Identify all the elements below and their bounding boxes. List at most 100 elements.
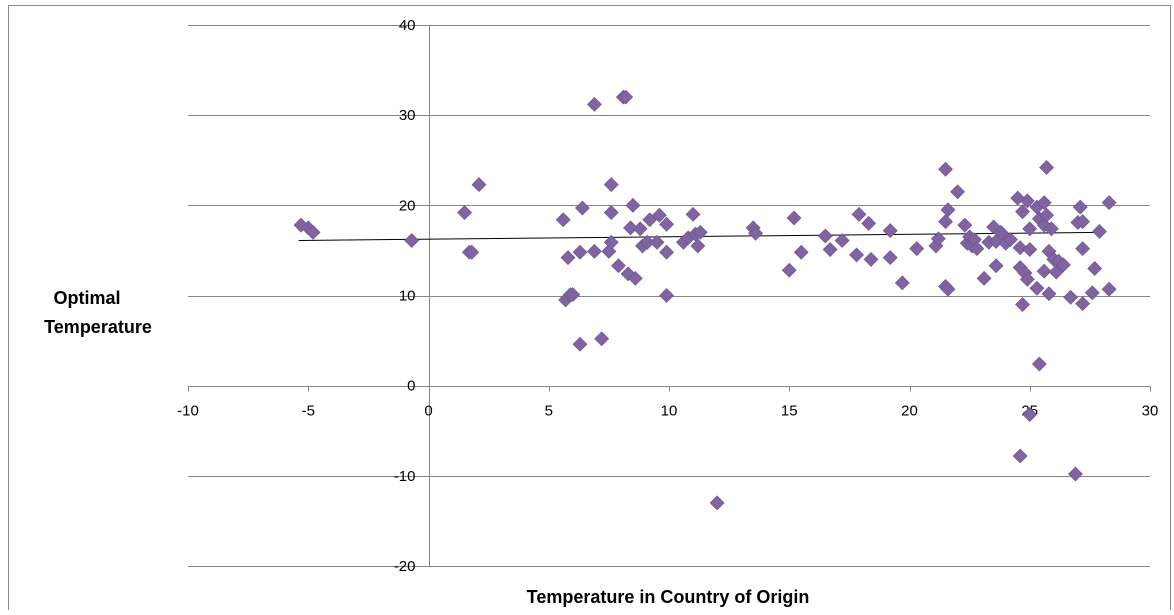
x-tick-label-5: 15 <box>781 403 798 420</box>
data-point-93 <box>1019 271 1035 287</box>
data-point-7 <box>471 177 487 193</box>
data-point-10 <box>560 250 576 266</box>
data-point-119 <box>1075 214 1091 229</box>
data-point-4 <box>457 205 472 220</box>
x-tick-label-0: -10 <box>177 403 199 420</box>
y-tick-label-4: 20 <box>399 197 416 214</box>
data-point-25 <box>618 89 634 105</box>
data-point-96 <box>1022 407 1038 422</box>
y-tick-label-1: -10 <box>394 468 416 485</box>
data-point-27 <box>623 220 638 236</box>
data-point-107 <box>1041 286 1057 302</box>
data-point-29 <box>627 270 643 286</box>
data-point-101 <box>1036 195 1052 211</box>
data-point-28 <box>625 197 641 213</box>
chart-border <box>8 5 1171 615</box>
data-point-21 <box>603 205 619 220</box>
data-point-114 <box>1068 466 1083 482</box>
data-point-84 <box>1003 232 1018 248</box>
data-point-98 <box>1029 280 1045 296</box>
data-point-117 <box>1075 241 1091 257</box>
data-point-53 <box>834 233 850 248</box>
data-point-8 <box>555 212 571 228</box>
x-tick-label-6: 20 <box>901 403 918 420</box>
data-point-104 <box>1039 160 1055 175</box>
data-point-116 <box>1072 199 1088 215</box>
y-tick-label-5: 30 <box>399 107 416 124</box>
data-point-118 <box>1075 296 1091 312</box>
x-tick-label-1: -5 <box>302 403 315 420</box>
data-point-112 <box>1055 257 1071 273</box>
data-point-95 <box>1022 221 1038 237</box>
data-point-80 <box>988 258 1004 274</box>
x-tick-label-3: 5 <box>545 403 553 420</box>
data-point-64 <box>938 161 953 177</box>
data-point-110 <box>1048 264 1064 280</box>
data-points <box>293 89 1117 511</box>
data-point-50 <box>793 244 809 260</box>
data-point-123 <box>1101 195 1117 211</box>
data-point-121 <box>1087 261 1103 276</box>
data-point-17 <box>587 96 602 112</box>
data-point-120 <box>1084 285 1100 301</box>
data-point-16 <box>587 243 602 259</box>
x-tick-label-4: 10 <box>661 403 678 420</box>
data-point-69 <box>950 184 966 200</box>
data-point-103 <box>1036 263 1052 279</box>
data-point-48 <box>781 262 797 278</box>
data-point-76 <box>976 270 992 286</box>
data-point-94 <box>1022 242 1038 257</box>
data-point-55 <box>851 206 867 222</box>
data-point-41 <box>685 206 701 222</box>
data-point-108 <box>1043 221 1059 237</box>
data-point-67 <box>940 202 956 218</box>
axes <box>188 25 1151 567</box>
y-axis-label-line-2: Temperature <box>44 317 152 337</box>
data-point-86 <box>1012 240 1028 256</box>
x-tick-label-8: 30 <box>1142 403 1159 420</box>
data-point-61 <box>909 241 925 257</box>
data-point-54 <box>849 247 865 263</box>
data-point-30 <box>632 221 648 237</box>
data-point-37 <box>659 244 675 260</box>
data-point-12 <box>565 287 581 303</box>
data-point-75 <box>969 241 985 257</box>
data-point-47 <box>748 225 764 241</box>
y-tick-label-2: 0 <box>407 378 415 395</box>
data-point-3 <box>404 233 420 248</box>
data-point-20 <box>603 234 619 250</box>
data-point-60 <box>894 275 910 291</box>
y-tick-label-0: -20 <box>394 558 416 575</box>
x-axis-label: Temperature in Country of Origin <box>527 587 810 607</box>
data-point-70 <box>957 217 973 233</box>
data-point-51 <box>817 228 833 244</box>
data-point-65 <box>938 214 953 229</box>
data-point-89 <box>1015 204 1030 220</box>
data-point-58 <box>882 223 898 239</box>
data-point-14 <box>572 336 588 352</box>
data-point-13 <box>572 244 588 260</box>
data-point-44 <box>692 224 708 240</box>
data-point-43 <box>690 238 706 254</box>
data-point-59 <box>882 250 898 266</box>
y-axis-label-line-1: Optimal <box>53 288 120 308</box>
data-point-90 <box>1015 297 1030 312</box>
data-point-49 <box>786 210 802 226</box>
data-point-36 <box>659 216 675 232</box>
data-point-56 <box>861 215 877 231</box>
data-point-100 <box>1031 356 1047 372</box>
data-point-124 <box>1101 281 1117 297</box>
data-point-92 <box>1019 193 1035 209</box>
data-point-23 <box>611 258 626 274</box>
data-point-88 <box>1012 448 1028 464</box>
data-point-122 <box>1092 224 1107 239</box>
data-point-45 <box>709 495 725 511</box>
data-point-113 <box>1063 289 1079 305</box>
data-point-34 <box>649 234 665 250</box>
data-point-52 <box>822 242 838 257</box>
data-point-38 <box>659 288 675 303</box>
data-point-57 <box>863 252 879 267</box>
